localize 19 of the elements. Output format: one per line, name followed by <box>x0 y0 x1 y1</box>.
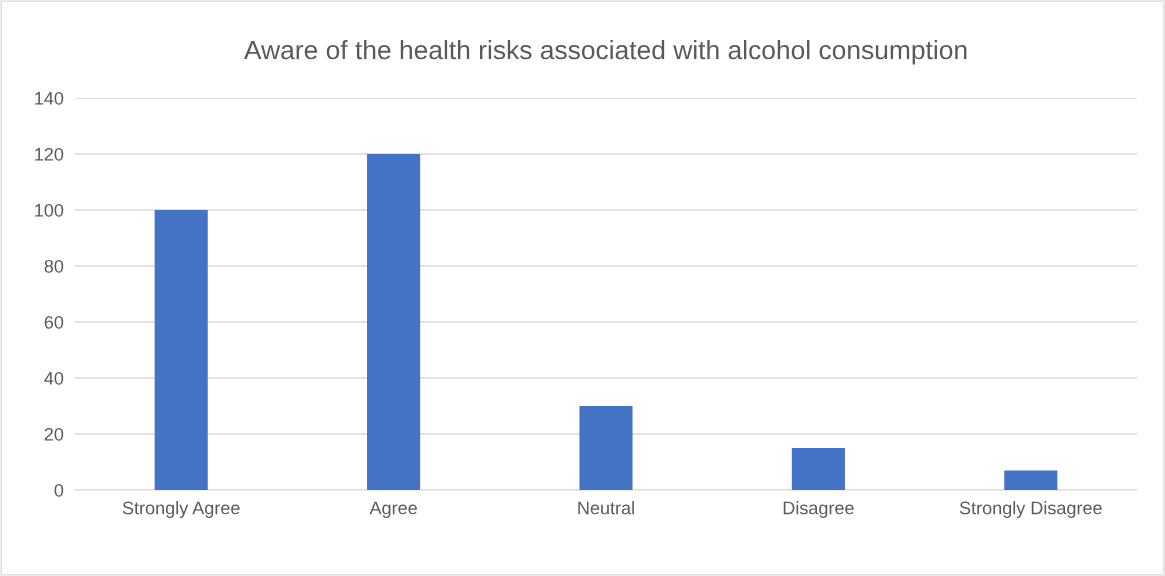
x-tick-label: Agree <box>369 501 417 518</box>
y-tick-label: 60 <box>44 315 64 329</box>
chart-title: Aware of the health risks associated with alcohol consumption <box>244 39 967 65</box>
y-tick-label: 80 <box>44 259 64 273</box>
x-tick-label: Strongly Disagree <box>959 501 1102 518</box>
bar <box>1004 470 1058 490</box>
x-tick-label: Disagree <box>783 501 854 518</box>
y-tick-label: 40 <box>44 371 64 385</box>
bar <box>579 406 633 490</box>
x-tick-label: Strongly Agree <box>122 501 240 518</box>
x-tick-label: Neutral <box>578 501 634 515</box>
y-tick-label: 140 <box>35 91 64 105</box>
y-tick-label: 20 <box>44 427 64 441</box>
bar <box>154 210 208 490</box>
y-tick-label: 0 <box>54 483 64 497</box>
bar <box>791 448 845 490</box>
y-tick-label: 120 <box>35 147 64 161</box>
bar <box>367 154 421 490</box>
y-tick-label: 100 <box>35 203 64 217</box>
